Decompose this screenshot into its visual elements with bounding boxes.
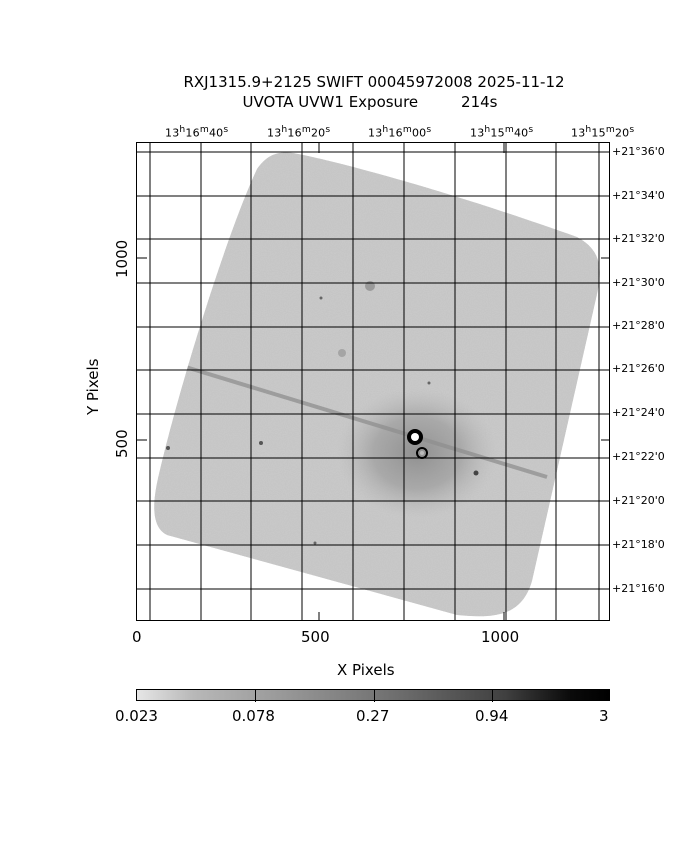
colorbar-tick: [374, 690, 375, 702]
dec-label: +21°20'0: [612, 494, 665, 507]
x-axis-label: X Pixels: [337, 661, 395, 679]
dec-label: +21°36'0: [612, 145, 665, 158]
ra-label-4: 13h15m40s: [470, 124, 534, 140]
dec-label: +21°16'0: [612, 582, 665, 595]
y-tick-label: 500: [113, 429, 131, 458]
coordinate-grid: [137, 143, 609, 620]
colorbar-label: 0.27: [356, 707, 390, 725]
dec-label: +21°28'0: [612, 319, 665, 332]
dec-label: +21°32'0: [612, 232, 665, 245]
colorbar-label: 0.023: [115, 707, 158, 725]
colorbar-label: 0.94: [475, 707, 509, 725]
x-tick-label: 1000: [481, 628, 520, 646]
dec-label: +21°18'0: [612, 538, 665, 551]
exposure-image: [136, 142, 610, 621]
plot-subtitle: UVOTA UVW1 Exposure 214s: [242, 93, 498, 111]
dec-label: +21°24'0: [612, 406, 665, 419]
colorbar-tick: [492, 690, 493, 702]
y-tick-label: 1000: [113, 239, 131, 278]
ra-label-5: 13h15m20s: [571, 124, 635, 140]
ra-label-3: 13h16m00s: [368, 124, 432, 140]
dec-label: +21°22'0: [612, 450, 665, 463]
y-axis-label: Y Pixels: [84, 358, 102, 415]
plot-title: RXJ1315.9+2125 SWIFT 00045972008 2025-11…: [183, 73, 565, 91]
colorbar: [136, 689, 610, 702]
colorbar-tick: [255, 690, 256, 702]
dec-label: +21°26'0: [612, 362, 665, 375]
sky-image-svg: [137, 143, 609, 620]
bright-source: [407, 429, 428, 459]
x-tick-label: 0: [132, 628, 142, 646]
x-tick-label: 500: [301, 628, 330, 646]
colorbar-label: 3: [599, 707, 609, 725]
colorbar-label: 0.078: [232, 707, 275, 725]
dec-label: +21°34'0: [612, 189, 665, 202]
dec-label: +21°30'0: [612, 276, 665, 289]
ra-label-1: 13h16m40s: [165, 124, 229, 140]
ra-label-2: 13h16m20s: [267, 124, 331, 140]
